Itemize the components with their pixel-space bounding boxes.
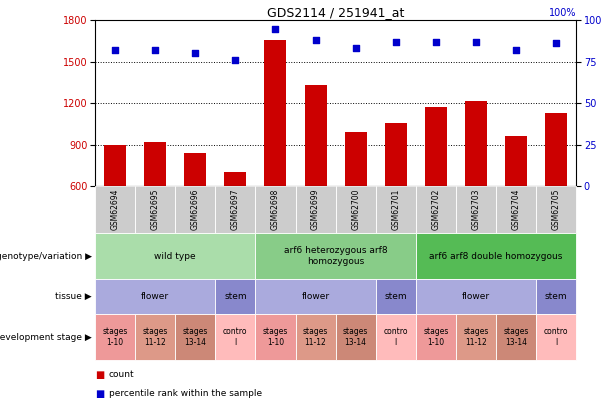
Bar bbox=[144, 142, 166, 186]
Point bbox=[191, 50, 200, 57]
Point bbox=[471, 38, 481, 45]
Text: GSM62696: GSM62696 bbox=[191, 189, 200, 230]
Title: GDS2114 / 251941_at: GDS2114 / 251941_at bbox=[267, 6, 405, 19]
Bar bbox=[345, 132, 367, 186]
Text: arf6 heterozygous arf8
homozygous: arf6 heterozygous arf8 homozygous bbox=[284, 247, 387, 266]
Point bbox=[311, 37, 321, 43]
Text: GSM62694: GSM62694 bbox=[110, 189, 120, 230]
Text: contro
l: contro l bbox=[544, 328, 568, 347]
Text: contro
l: contro l bbox=[223, 328, 248, 347]
Bar bbox=[305, 85, 327, 186]
Text: percentile rank within the sample: percentile rank within the sample bbox=[109, 389, 262, 398]
Bar bbox=[465, 100, 487, 186]
Text: genotype/variation ▶: genotype/variation ▶ bbox=[0, 252, 92, 261]
Text: stages
13-14: stages 13-14 bbox=[343, 328, 368, 347]
Text: stages
13-14: stages 13-14 bbox=[503, 328, 529, 347]
Bar bbox=[545, 113, 567, 186]
Text: flower: flower bbox=[141, 292, 169, 301]
Text: 100%: 100% bbox=[549, 8, 576, 18]
Text: GSM62695: GSM62695 bbox=[151, 189, 159, 230]
Bar bbox=[104, 145, 126, 186]
Text: tissue ▶: tissue ▶ bbox=[55, 292, 92, 301]
Point bbox=[150, 47, 160, 53]
Text: flower: flower bbox=[462, 292, 490, 301]
Text: GSM62699: GSM62699 bbox=[311, 189, 320, 230]
Text: flower: flower bbox=[302, 292, 330, 301]
Text: stem: stem bbox=[545, 292, 568, 301]
Text: ■: ■ bbox=[95, 389, 104, 399]
Text: stem: stem bbox=[384, 292, 407, 301]
Text: contro
l: contro l bbox=[384, 328, 408, 347]
Point bbox=[270, 25, 280, 32]
Point bbox=[511, 47, 521, 53]
Text: GSM62700: GSM62700 bbox=[351, 189, 360, 230]
Point bbox=[230, 57, 240, 63]
Text: stages
1-10: stages 1-10 bbox=[423, 328, 449, 347]
Text: GSM62705: GSM62705 bbox=[552, 189, 561, 230]
Point bbox=[110, 47, 120, 53]
Text: GSM62701: GSM62701 bbox=[391, 189, 400, 230]
Text: arf6 arf8 double homozygous: arf6 arf8 double homozygous bbox=[429, 252, 563, 261]
Text: stem: stem bbox=[224, 292, 246, 301]
Bar bbox=[185, 153, 207, 186]
Text: stages
13-14: stages 13-14 bbox=[183, 328, 208, 347]
Text: stages
11-12: stages 11-12 bbox=[142, 328, 168, 347]
Bar bbox=[425, 107, 447, 186]
Point bbox=[391, 38, 401, 45]
Text: stages
1-10: stages 1-10 bbox=[102, 328, 128, 347]
Text: count: count bbox=[109, 370, 134, 379]
Text: GSM62698: GSM62698 bbox=[271, 189, 280, 230]
Bar bbox=[224, 173, 246, 186]
Point bbox=[351, 45, 360, 52]
Bar bbox=[505, 136, 527, 186]
Text: development stage ▶: development stage ▶ bbox=[0, 333, 92, 342]
Text: stages
1-10: stages 1-10 bbox=[263, 328, 288, 347]
Bar bbox=[385, 123, 407, 186]
Text: GSM62702: GSM62702 bbox=[432, 189, 440, 230]
Bar bbox=[264, 40, 286, 186]
Text: stages
11-12: stages 11-12 bbox=[303, 328, 328, 347]
Text: wild type: wild type bbox=[154, 252, 196, 261]
Text: GSM62697: GSM62697 bbox=[231, 189, 240, 230]
Point bbox=[551, 40, 561, 47]
Text: ■: ■ bbox=[95, 370, 104, 379]
Text: GSM62703: GSM62703 bbox=[471, 189, 481, 230]
Text: GSM62704: GSM62704 bbox=[512, 189, 520, 230]
Point bbox=[431, 38, 441, 45]
Text: stages
11-12: stages 11-12 bbox=[463, 328, 489, 347]
